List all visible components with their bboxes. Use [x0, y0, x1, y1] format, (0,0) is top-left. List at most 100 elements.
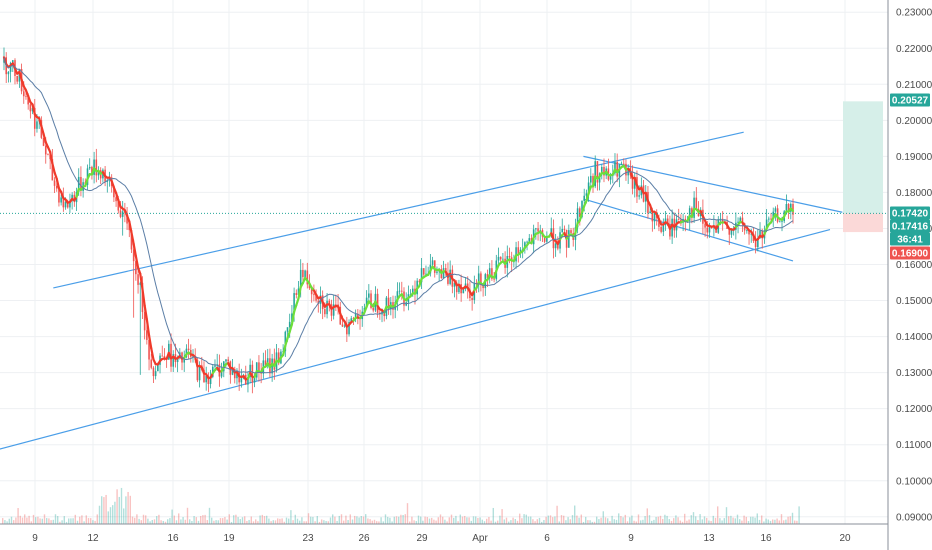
- volume-bar: [321, 519, 323, 524]
- volume-bar: [266, 515, 268, 524]
- candle-body: [247, 377, 249, 385]
- volume-bar: [48, 518, 50, 524]
- candle-body: [400, 290, 403, 292]
- volume-bar: [690, 515, 692, 524]
- volume-bar: [349, 514, 351, 524]
- volume-bar: [578, 517, 580, 524]
- volume-bar: [63, 516, 65, 524]
- candle-body: [779, 221, 781, 223]
- candle-body: [673, 218, 676, 231]
- candle-body: [517, 247, 520, 254]
- candle-body: [436, 271, 438, 273]
- candle-body: [258, 362, 260, 372]
- volume-bar: [4, 520, 6, 524]
- candle-body: [80, 176, 82, 191]
- candle-body: [787, 204, 790, 212]
- volume-bar: [180, 519, 182, 524]
- volume-bar: [252, 521, 255, 524]
- candle-body: [44, 145, 47, 155]
- volume-bar: [640, 520, 642, 524]
- candle-body: [770, 218, 772, 220]
- volume-bar: [446, 521, 448, 524]
- volume-bar: [433, 519, 435, 524]
- candle-body: [71, 194, 73, 201]
- candle-body: [330, 304, 333, 316]
- candle-body: [332, 304, 335, 316]
- candle-body: [187, 348, 190, 350]
- y-tick-label: 0.13000: [896, 368, 932, 379]
- candle-body: [317, 300, 320, 305]
- candle-body: [315, 294, 317, 301]
- volume-bar: [296, 518, 299, 524]
- volume-bar: [116, 489, 118, 524]
- volume-bar: [226, 519, 228, 524]
- volume-bar: [494, 521, 497, 524]
- volume-bar: [787, 516, 789, 524]
- moving-average-line: [3, 57, 794, 374]
- candle-body: [561, 228, 564, 233]
- trend-line[interactable]: [0, 228, 831, 455]
- volume-bar: [57, 516, 59, 524]
- volume-bar: [527, 516, 530, 524]
- volume-bar: [248, 519, 250, 524]
- volume-bar: [626, 521, 629, 524]
- volume-bar: [422, 520, 424, 524]
- volume-bar: [466, 517, 468, 524]
- volume-bar: [400, 514, 402, 524]
- long-position-tool[interactable]: [843, 101, 883, 233]
- volume-bar: [290, 510, 292, 524]
- stop-zone[interactable]: [843, 213, 883, 233]
- volume-bar: [475, 516, 477, 524]
- candle-body: [324, 309, 326, 315]
- volume-bar: [411, 516, 413, 524]
- volume-bar: [420, 516, 422, 524]
- volume-bar: [530, 516, 532, 524]
- candle-body: [785, 204, 788, 212]
- candle-body: [113, 186, 115, 198]
- volume-bar: [142, 514, 145, 524]
- candle-body: [765, 219, 768, 231]
- volume-bar: [241, 517, 244, 524]
- y-tick-label: 0.18000: [896, 188, 932, 199]
- price-badge-label: 0.17420: [892, 209, 929, 220]
- volume-bar: [39, 518, 41, 524]
- candle-body: [115, 197, 117, 202]
- candles: [3, 47, 794, 394]
- candle-body: [291, 313, 293, 322]
- volume-bar: [659, 515, 662, 524]
- trend-line[interactable]: [53, 131, 744, 289]
- volume-bar: [365, 514, 367, 524]
- candle-body: [29, 104, 32, 112]
- volume-bar: [703, 516, 706, 524]
- candle-body: [95, 159, 98, 176]
- trend-channels[interactable]: [0, 131, 843, 455]
- volume-bar: [796, 520, 798, 524]
- candle-body: [97, 170, 100, 176]
- volume-bar: [24, 514, 26, 524]
- candle-body: [326, 300, 328, 315]
- volume-bar: [318, 521, 321, 524]
- candle-body: [583, 195, 586, 201]
- volume-bar: [114, 501, 116, 524]
- volume-bar: [576, 515, 578, 524]
- ema-fast-segment: [418, 277, 423, 288]
- volume-bar: [281, 518, 283, 524]
- volume-bar: [314, 521, 316, 524]
- candle-body: [719, 218, 722, 220]
- candle-body: [143, 312, 146, 331]
- volume-bar: [424, 516, 426, 524]
- y-tick-label: 0.20000: [896, 116, 932, 127]
- volume-bar: [525, 514, 527, 524]
- volume-bar: [393, 516, 395, 524]
- candle-body: [493, 278, 495, 280]
- x-tick-label: 19: [223, 533, 235, 544]
- x-tick-label: 9: [628, 533, 634, 544]
- candle-body: [196, 359, 199, 381]
- volume-bar: [635, 521, 637, 524]
- candle-body: [671, 218, 673, 237]
- target-zone[interactable]: [843, 101, 883, 214]
- trend-line[interactable]: [583, 198, 794, 262]
- candle-body: [708, 227, 711, 233]
- y-tick-label: 0.12000: [896, 404, 932, 415]
